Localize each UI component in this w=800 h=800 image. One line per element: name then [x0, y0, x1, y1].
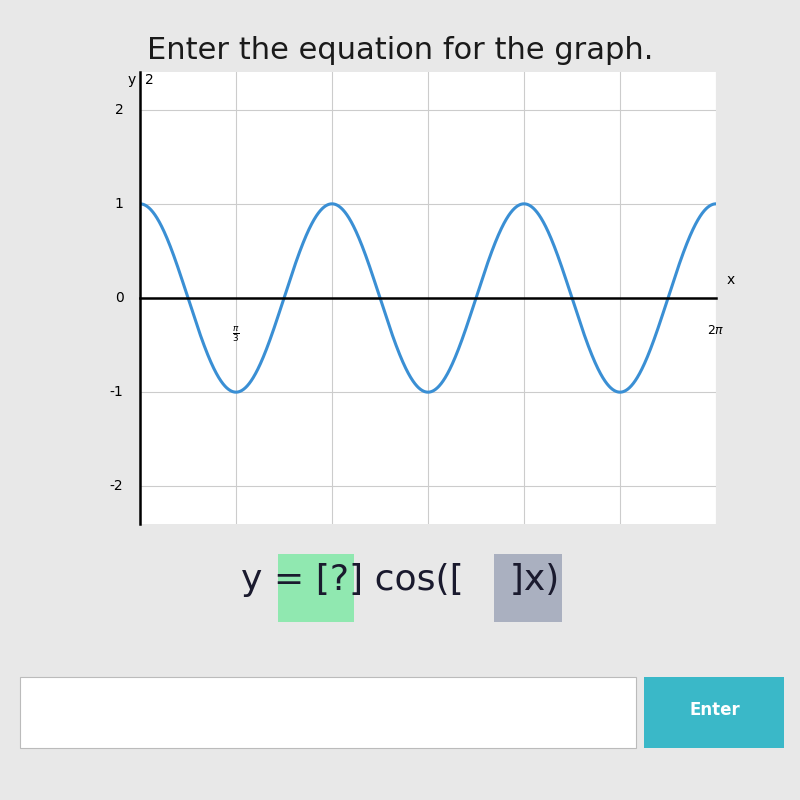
FancyBboxPatch shape	[278, 554, 354, 622]
Text: 2: 2	[114, 102, 123, 117]
Text: Enter: Enter	[689, 701, 740, 719]
Text: -2: -2	[110, 479, 123, 494]
Text: -1: -1	[110, 385, 123, 399]
FancyBboxPatch shape	[20, 677, 636, 748]
Text: $2\pi$: $2\pi$	[707, 324, 725, 338]
Text: y = [?] cos([    ]x): y = [?] cos([ ]x)	[241, 562, 559, 597]
Text: 1: 1	[114, 197, 123, 211]
Text: Enter the equation for the graph.: Enter the equation for the graph.	[147, 36, 653, 65]
Text: 2: 2	[145, 73, 154, 86]
FancyBboxPatch shape	[494, 554, 562, 622]
FancyBboxPatch shape	[644, 677, 784, 748]
Text: y: y	[127, 73, 135, 86]
Text: $\frac{\pi}{3}$: $\frac{\pi}{3}$	[232, 324, 240, 344]
Text: x: x	[727, 273, 735, 286]
Text: 0: 0	[114, 291, 123, 305]
